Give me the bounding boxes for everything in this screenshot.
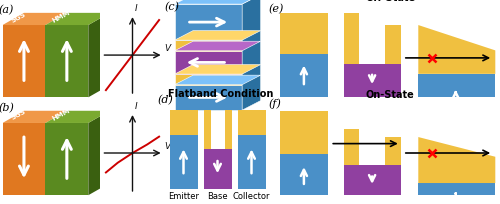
Text: V: V [164,44,170,53]
Text: I: I [134,4,137,13]
Text: (b): (b) [0,103,14,114]
Bar [280,154,328,195]
Polygon shape [174,0,260,4]
Bar [386,137,400,165]
Text: On-State: On-State [366,90,414,100]
Polygon shape [242,0,260,110]
Polygon shape [174,41,260,51]
Text: (a): (a) [0,5,14,16]
Bar [344,129,359,165]
Bar [344,13,359,63]
Bar [2,123,46,195]
Bar [174,4,242,40]
Bar [418,74,496,97]
Bar [238,135,266,189]
Polygon shape [174,75,260,85]
Text: HMM: HMM [51,108,71,122]
Polygon shape [46,13,110,25]
Text: (d): (d) [158,95,174,106]
Bar [224,110,232,149]
Bar [204,110,210,149]
Text: (c): (c) [164,2,180,12]
Polygon shape [418,137,496,183]
Polygon shape [2,111,67,123]
Text: (f): (f) [268,99,281,109]
Bar [344,165,400,195]
Text: Flatband Condition: Flatband Condition [168,89,273,99]
Text: V: V [164,142,170,151]
Bar [174,40,242,51]
Text: I: I [134,102,137,111]
Text: Base: Base [207,192,228,201]
Bar [46,25,88,97]
Bar [280,13,328,54]
Polygon shape [174,31,260,40]
Bar [174,85,242,110]
Polygon shape [88,111,110,195]
Text: (e): (e) [268,3,284,14]
Bar [344,63,400,97]
Polygon shape [46,111,110,123]
Bar [174,74,242,85]
Bar [170,135,198,189]
Bar [174,51,242,74]
Bar [418,183,496,195]
Bar [238,110,266,135]
Polygon shape [418,25,496,74]
Bar [386,25,400,63]
Text: HMM: HMM [51,10,71,24]
Text: Collector: Collector [233,192,270,201]
Bar [2,25,46,97]
Text: SGS: SGS [10,11,26,23]
Bar [170,110,198,135]
Bar [280,111,328,154]
Text: SGS: SGS [10,109,26,121]
Bar [204,149,232,189]
Bar [280,54,328,97]
Polygon shape [88,13,110,97]
Polygon shape [174,64,260,74]
Text: Emitter: Emitter [168,192,199,201]
Text: Off-State: Off-State [366,0,416,2]
Bar [46,123,88,195]
Polygon shape [2,13,67,25]
